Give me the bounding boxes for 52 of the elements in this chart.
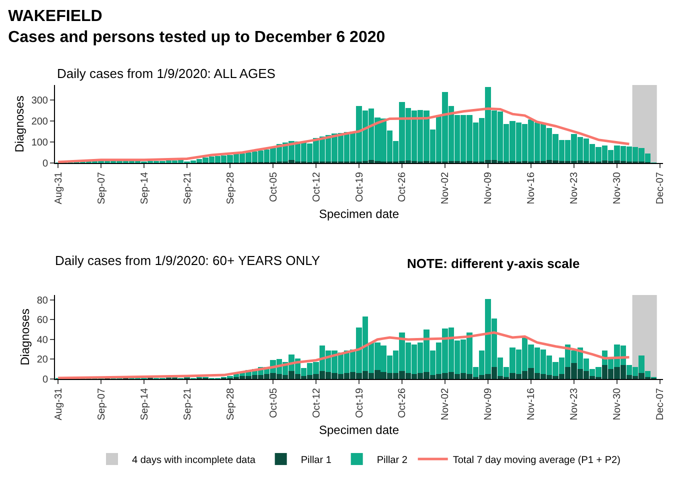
- y-tick-label: 40: [36, 334, 48, 346]
- x-tick-label: Sep-14: [139, 172, 150, 204]
- y-axis-title: Diagnoses: [12, 96, 27, 152]
- x-tick-label: Sep-28: [225, 172, 236, 204]
- y-tick-label: 200: [31, 116, 48, 128]
- x-tick-label: Oct-12: [311, 388, 322, 418]
- x-tick-label: Nov-09: [483, 388, 494, 420]
- y-axis-title: Diagnoses: [18, 308, 32, 366]
- legend-label: Pillar 1: [300, 454, 332, 466]
- x-tick-label: Nov-23: [569, 172, 580, 204]
- x-tick-label: Sep-14: [139, 388, 150, 420]
- x-tick-label: Nov-23: [569, 388, 580, 420]
- y-tick-label: 20: [36, 354, 48, 366]
- y-tick-label: 60: [36, 315, 48, 326]
- x-tick-label: Sep-07: [96, 388, 108, 420]
- text: NOTE: different y-axis scale: [407, 256, 580, 271]
- x-tick-label: Nov-30: [612, 388, 624, 420]
- x-tick-label: Oct-19: [354, 388, 366, 418]
- y-tick-label: 300: [31, 95, 48, 106]
- x-tick-label: Aug-31: [53, 172, 64, 204]
- y-tick-label: 100: [31, 137, 48, 148]
- legend-label: Total 7 day moving average (P1 + P2): [452, 454, 620, 466]
- x-tick-label: Oct-12: [311, 172, 322, 202]
- chart-subtitle: Cases and persons tested up to December 6 2020: [8, 28, 386, 46]
- x-tick-label: Sep-28: [225, 388, 236, 420]
- x-tick-label: Aug-31: [53, 388, 64, 420]
- x-tick-label: Dec-07: [655, 172, 666, 204]
- x-tick-label: Nov-09: [483, 172, 494, 204]
- text: Daily cases from 1/9/2020: ALL AGES: [57, 66, 276, 81]
- chart-title: WAKEFIELD: [8, 8, 102, 26]
- chart-title: Daily cases from 1/9/2020: 60+ YEARS ONLY: [55, 253, 320, 268]
- y-tick-label: 0: [42, 158, 48, 170]
- x-tick-label: Oct-05: [268, 172, 280, 202]
- y-tick-label: 0: [42, 374, 48, 386]
- x-tick-label: Sep-21: [182, 172, 194, 204]
- x-axis-title: Specimen date: [318, 423, 400, 438]
- x-tick-label: Nov-16: [526, 172, 538, 204]
- y-tick-label: 80: [36, 295, 48, 306]
- x-tick-label: Nov-16: [526, 388, 538, 420]
- x-tick-label: Oct-26: [397, 172, 408, 202]
- x-tick-label: Nov-30: [612, 172, 624, 204]
- legend-label: Pillar 2: [376, 454, 408, 466]
- legend-label: 4 days with incomplete data: [132, 454, 256, 466]
- x-tick-label: Oct-26: [397, 388, 408, 418]
- x-axis-title: Specimen date: [318, 207, 400, 222]
- x-tick-label: Sep-21: [182, 388, 194, 420]
- x-tick-label: Oct-05: [268, 388, 280, 418]
- x-tick-label: Oct-19: [354, 172, 366, 202]
- x-tick-label: Nov-02: [440, 388, 452, 420]
- x-tick-label: Sep-07: [96, 172, 108, 204]
- x-tick-label: Nov-02: [440, 172, 452, 204]
- x-tick-label: Dec-07: [655, 388, 666, 420]
